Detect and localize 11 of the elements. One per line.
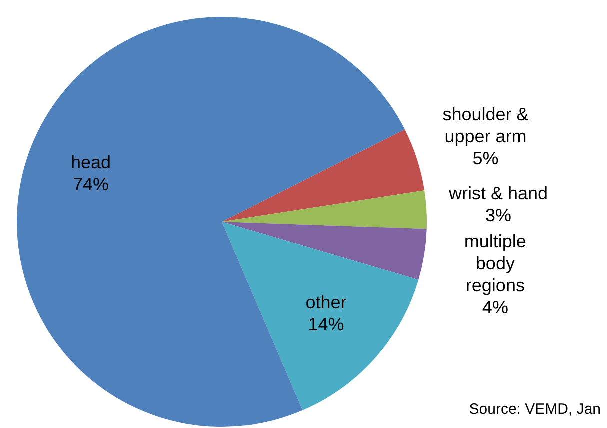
slice-label: head	[70, 152, 112, 172]
data-label: 74%	[72, 174, 110, 194]
data-label: 4%	[482, 298, 508, 318]
data-label: 3%	[486, 206, 512, 226]
slice-label: wrist & hand	[448, 184, 548, 204]
data-label: 14%	[308, 314, 344, 335]
data-label: 5%	[472, 148, 499, 168]
source-note: Source: VEMD, Jan	[469, 401, 601, 418]
slice-label: other	[306, 292, 347, 313]
slice-label: multiple body regions	[464, 232, 526, 296]
slice-label: shoulder & upper arm	[442, 104, 529, 146]
